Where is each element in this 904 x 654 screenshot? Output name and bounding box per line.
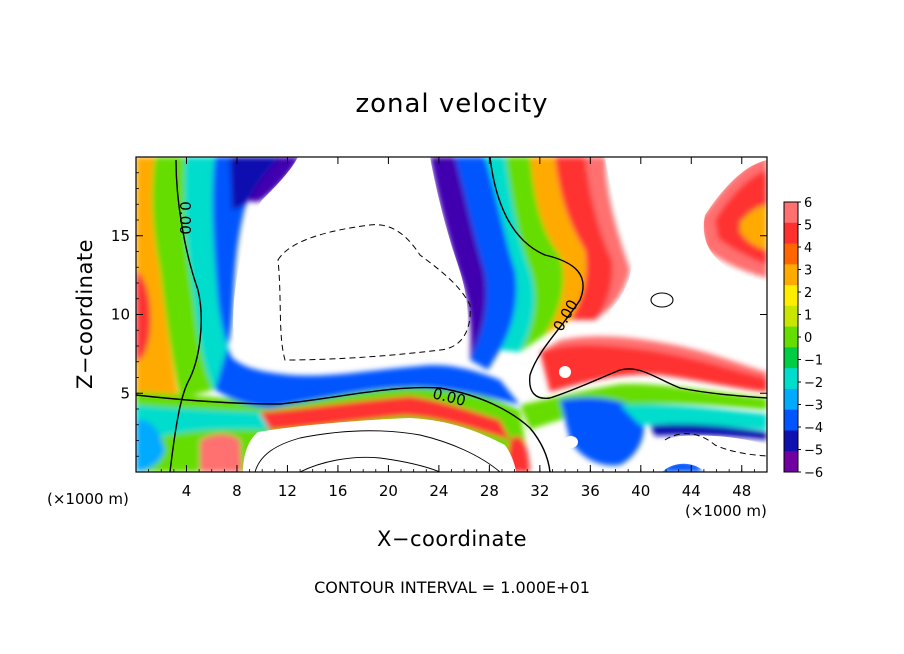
contour-bottom-thin-2 (299, 456, 441, 472)
y-tick-label: 10 (111, 306, 130, 324)
colorbar-label: 2 (804, 286, 812, 301)
colorbar: 6 5 4 3 2 1 0 −1 −2 −3 −4 −5 −6 (783, 196, 823, 481)
colorbar-label: 4 (804, 241, 812, 256)
colorbar-label: −1 (804, 354, 823, 369)
colorbar-swatch (784, 347, 798, 369)
colorbar-label: 6 (804, 196, 812, 211)
colorbar-swatch (784, 430, 798, 452)
colorbar-swatch (784, 243, 798, 265)
field-right-yellow-core (740, 205, 767, 250)
field-white-region-right-top (605, 157, 767, 355)
colorbar-label: −3 (804, 399, 823, 414)
field-white-region-center (233, 157, 468, 362)
field-bottom-left-cyan (136, 419, 165, 472)
y-tick-label: 15 (111, 227, 130, 245)
x-tick-label: 8 (232, 482, 242, 500)
field-right-pink-jet (540, 336, 767, 378)
x-tick-label: 40 (631, 482, 650, 500)
x-axis-label: X−coordinate (377, 527, 527, 551)
colorbar-label: 0 (804, 331, 812, 346)
contour-label-left: 0.00 (176, 201, 194, 234)
colorbar-swatch (784, 285, 798, 307)
y-axis-ticks: 5 10 15 (111, 172, 767, 457)
contour-bottom-thin (254, 430, 501, 472)
contour-dashed-center (277, 224, 471, 361)
y-tick-label: 5 (120, 384, 130, 402)
colorbar-label: 3 (804, 264, 812, 279)
field-lower-cyan-layer (136, 405, 270, 440)
field-right-dark-strip (650, 423, 767, 440)
contour-zero-plume (489, 157, 584, 399)
contour-zero-right (549, 368, 767, 399)
field-lower-blue-layer (215, 352, 520, 408)
x-tick-label: 44 (682, 482, 701, 500)
field-left-blue-column (212, 157, 265, 372)
colorbar-swatch (784, 388, 798, 411)
field-white-region-bottom-right (649, 435, 767, 472)
plot-field: 0.00 0.00 0.00 (136, 157, 767, 472)
x-tick-label: 4 (182, 482, 192, 500)
x-tick-label: 20 (379, 482, 398, 500)
field-top-blue-cap (230, 157, 280, 210)
colorbar-swatch (784, 451, 798, 473)
x-axis-ticks: 4 8 12 16 20 24 28 32 36 40 44 48 (148, 157, 755, 500)
colorbar-label: −6 (804, 466, 823, 481)
x-axis-unit-right: (×1000 m) (685, 502, 767, 520)
field-left-red-patch (136, 270, 151, 362)
colorbar-swatch (784, 326, 798, 348)
x-tick-label: 28 (480, 482, 499, 500)
x-tick-label: 16 (328, 482, 347, 500)
chart-title: zonal velocity (355, 89, 548, 119)
contour-zero-left (169, 159, 202, 472)
field-plume-cyan (485, 157, 535, 352)
x-tick-label: 32 (530, 482, 549, 500)
x-tick-label: 48 (732, 482, 751, 500)
field-plume-green (505, 157, 564, 352)
colorbar-swatch (784, 202, 798, 224)
field-right-cyan-band (620, 404, 767, 430)
colorbar-label: 1 (804, 309, 812, 324)
field-plume-purple (430, 157, 492, 360)
colorbar-swatch (784, 222, 798, 245)
x-axis-unit-left: (×1000 m) (47, 490, 129, 508)
x-tick-label: 12 (278, 482, 297, 500)
y-axis-label: Z−coordinate (73, 239, 97, 389)
colorbar-label: 5 (804, 219, 812, 234)
field-white-spot-1 (564, 436, 578, 448)
colorbar-label: −4 (804, 421, 823, 436)
field-left-cyan-column (184, 157, 240, 390)
colorbar-label: −5 (804, 444, 823, 459)
field-right-blue-patch (560, 397, 644, 466)
field-white-region-bottom (243, 418, 516, 472)
field-left-green-column (152, 157, 214, 398)
field-lower-red-layer (260, 396, 510, 440)
x-tick-label: 36 (581, 482, 600, 500)
field-right-red-jet (540, 344, 767, 392)
field-plume-yellow (530, 157, 587, 335)
colorbar-label: −2 (804, 376, 823, 391)
x-tick-label: 24 (429, 482, 448, 500)
contour-interval-note: CONTOUR INTERVAL = 1.000E+01 (314, 578, 590, 597)
colorbar-swatch (784, 409, 798, 431)
contour-small-loop (650, 292, 674, 308)
contour-zero-mid (136, 386, 551, 472)
colorbar-swatch (784, 368, 798, 390)
field-plume-red (555, 157, 613, 320)
colorbar-swatch (784, 305, 798, 328)
contour-dashed-right (664, 433, 767, 457)
colorbar-swatch (784, 264, 798, 286)
field-plume-pink (585, 157, 630, 320)
field-right-green-layer (520, 383, 767, 430)
field-white-spot-2 (559, 366, 571, 378)
field-bottom-red-patch (200, 434, 242, 472)
